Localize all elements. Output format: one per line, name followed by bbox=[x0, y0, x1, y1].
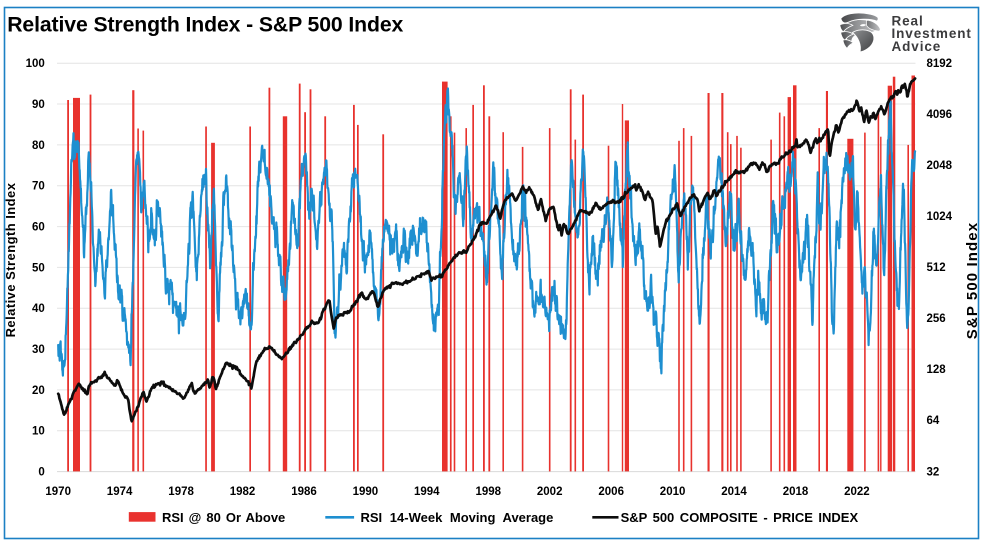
svg-text:20: 20 bbox=[32, 385, 45, 397]
svg-text:1978: 1978 bbox=[168, 486, 194, 498]
svg-text:Relative Strength Index - S&P: Relative Strength Index - S&P 500 Index bbox=[7, 14, 403, 37]
svg-text:32: 32 bbox=[927, 466, 940, 478]
svg-text:70: 70 bbox=[32, 181, 45, 193]
svg-text:100: 100 bbox=[26, 58, 45, 70]
svg-text:2048: 2048 bbox=[927, 160, 953, 172]
svg-text:50: 50 bbox=[32, 262, 45, 274]
svg-text:Relative Strength Index: Relative Strength Index bbox=[3, 182, 18, 337]
svg-text:2002: 2002 bbox=[537, 486, 563, 498]
svg-text:40: 40 bbox=[32, 303, 45, 315]
svg-text:1982: 1982 bbox=[230, 486, 256, 498]
svg-text:Advice: Advice bbox=[892, 39, 942, 54]
svg-text:80: 80 bbox=[32, 140, 45, 152]
svg-text:S&P 500 COMPOSITE - PRICE INDE: S&P 500 COMPOSITE - PRICE INDEX bbox=[621, 510, 859, 525]
svg-text:Real: Real bbox=[892, 13, 924, 28]
svg-text:1994: 1994 bbox=[414, 486, 440, 498]
svg-text:10: 10 bbox=[32, 426, 45, 438]
svg-text:RSI @ 80 Or Above: RSI @ 80 Or Above bbox=[162, 510, 285, 525]
svg-text:1974: 1974 bbox=[107, 486, 133, 498]
svg-text:0: 0 bbox=[38, 467, 44, 479]
svg-text:Investment: Investment bbox=[892, 26, 972, 41]
svg-text:1998: 1998 bbox=[476, 486, 502, 498]
svg-text:1024: 1024 bbox=[927, 211, 953, 223]
svg-text:256: 256 bbox=[927, 313, 946, 325]
svg-text:90: 90 bbox=[32, 99, 45, 111]
svg-text:60: 60 bbox=[32, 222, 45, 234]
svg-text:2010: 2010 bbox=[660, 486, 686, 498]
svg-text:2018: 2018 bbox=[783, 486, 809, 498]
svg-text:2022: 2022 bbox=[844, 486, 870, 498]
svg-text:S&P 500 Index: S&P 500 Index bbox=[964, 222, 981, 339]
svg-text:64: 64 bbox=[927, 415, 940, 427]
svg-text:128: 128 bbox=[927, 364, 947, 376]
svg-text:1970: 1970 bbox=[45, 486, 71, 498]
svg-text:8192: 8192 bbox=[927, 58, 953, 70]
svg-text:RSI 14-Week Moving Average: RSI 14-Week Moving Average bbox=[361, 510, 554, 525]
svg-text:1990: 1990 bbox=[353, 486, 379, 498]
svg-text:1986: 1986 bbox=[291, 486, 317, 498]
svg-text:2006: 2006 bbox=[598, 486, 624, 498]
svg-text:4096: 4096 bbox=[927, 109, 953, 121]
svg-text:512: 512 bbox=[927, 262, 946, 274]
svg-text:2014: 2014 bbox=[721, 486, 747, 498]
svg-text:30: 30 bbox=[32, 344, 45, 356]
